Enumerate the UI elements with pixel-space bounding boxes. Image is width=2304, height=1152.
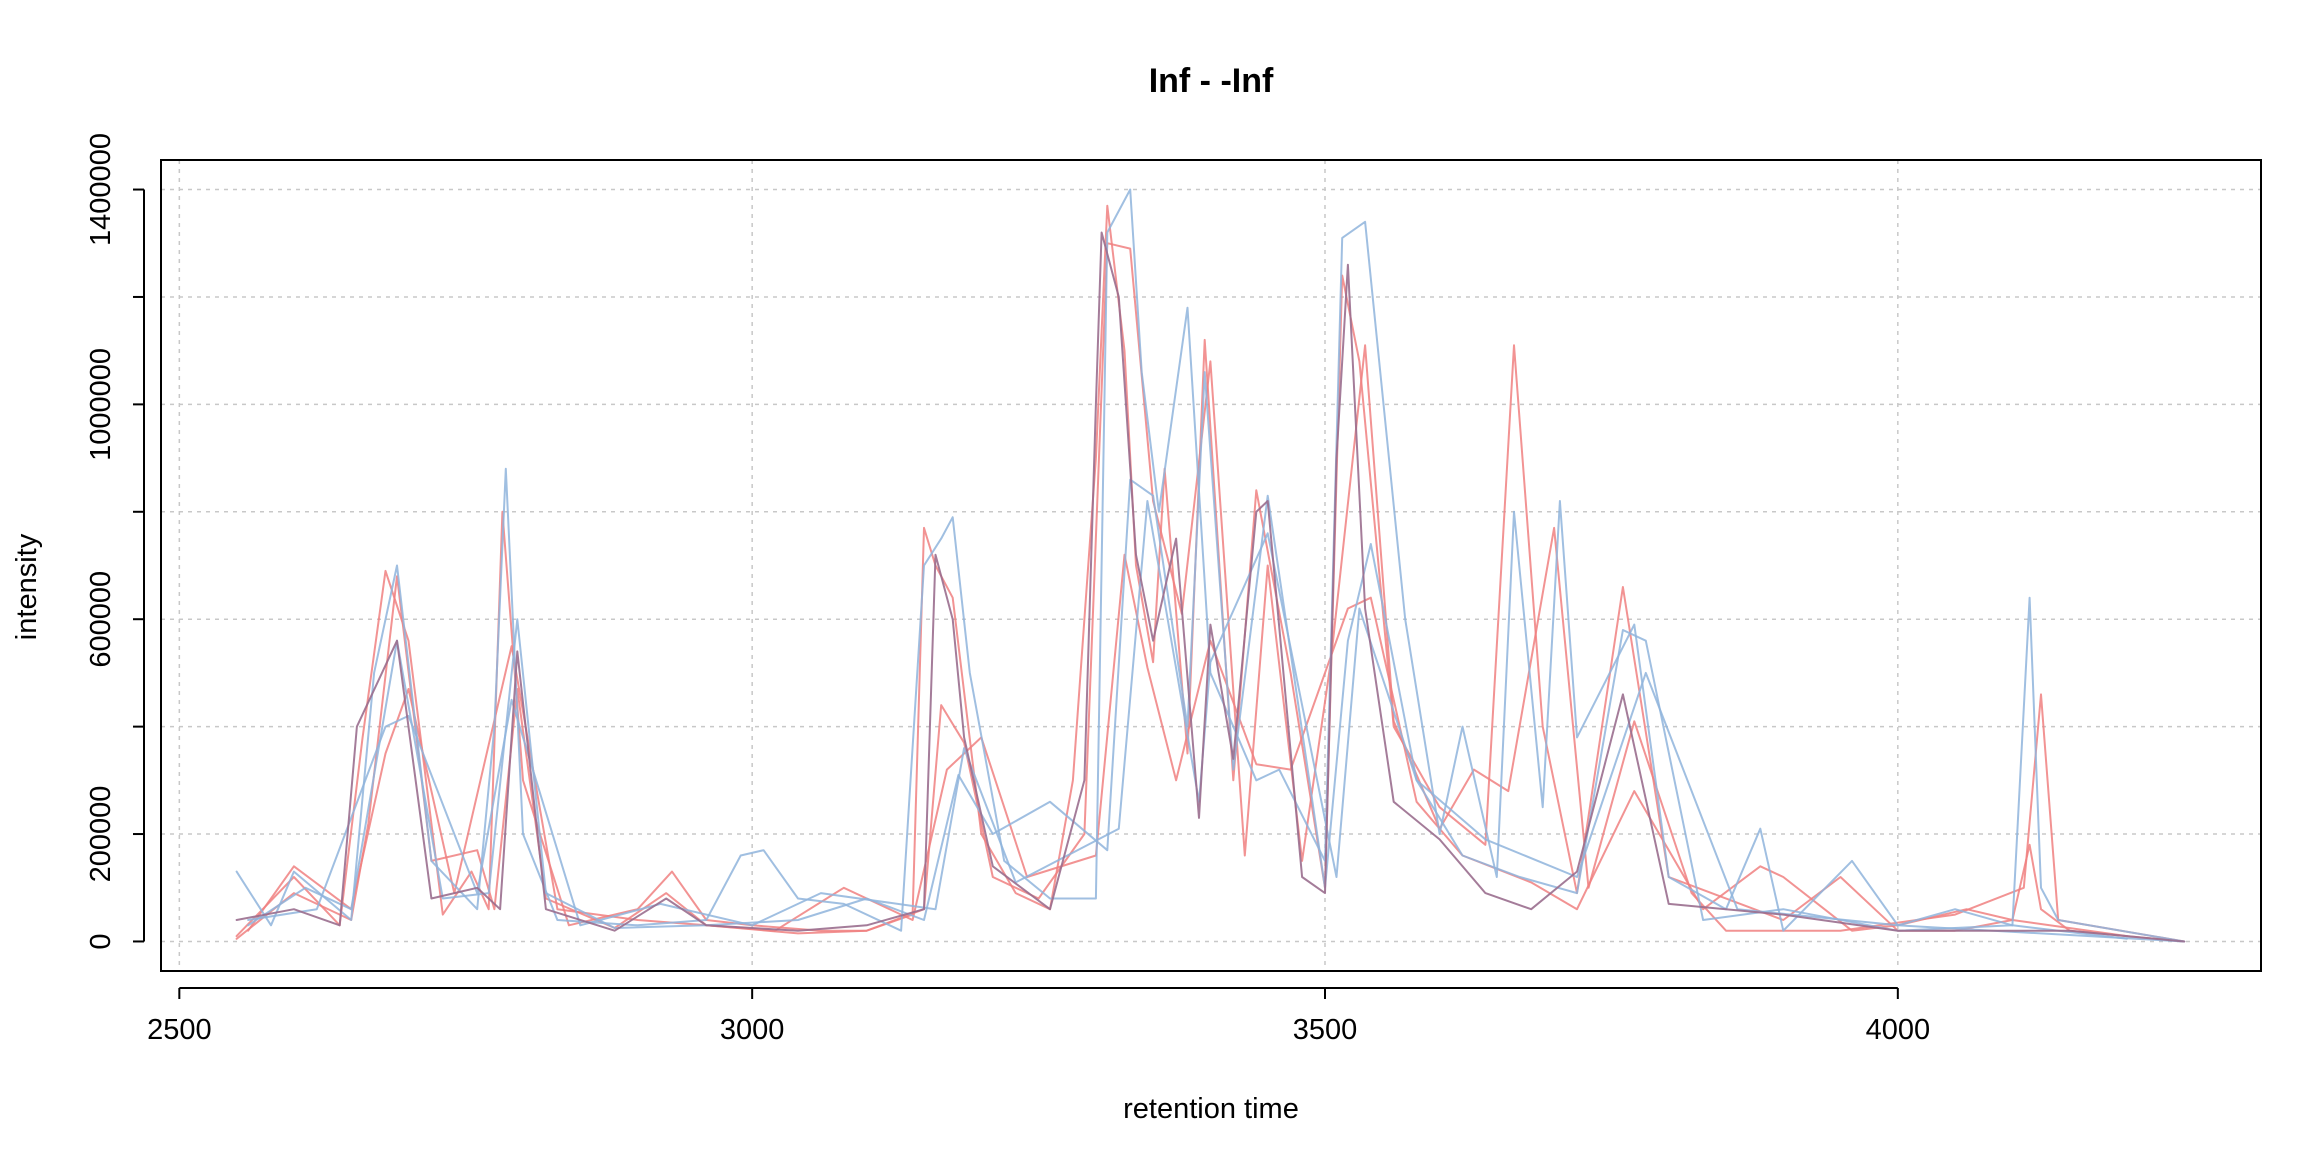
- y-tick-label: 600000: [85, 571, 117, 668]
- x-tick-label: 3500: [1293, 1014, 1358, 1046]
- y-tick-label: 1400000: [85, 133, 117, 246]
- grid: [161, 160, 2261, 971]
- y-tick-label: 200000: [85, 786, 117, 883]
- x-tick-label: 2500: [147, 1014, 212, 1046]
- x-axis-label: retention time: [1123, 1093, 1299, 1125]
- series-line-5: [247, 371, 2128, 940]
- y-tick-label: 0: [85, 933, 117, 949]
- x-tick-label: 4000: [1866, 1014, 1931, 1046]
- series-line-3: [247, 553, 2128, 938]
- series-line-7: [235, 231, 2186, 943]
- series-group: [235, 188, 2186, 943]
- plot-frame: [160, 159, 2262, 972]
- x-tick-label: 3000: [720, 1014, 785, 1046]
- series-line-1: [235, 204, 2186, 943]
- series-line-6: [247, 500, 2186, 943]
- series-line-2: [235, 242, 2186, 943]
- chart-title: Inf - -Inf: [1149, 62, 1274, 100]
- y-axis: 0 200000 600000 1000000 1400000: [85, 133, 145, 950]
- series-line-4: [235, 188, 2186, 943]
- x-axis: 2500 3000 3500 4000: [147, 987, 1931, 1046]
- y-axis-label: intensity: [11, 533, 43, 640]
- y-tick-label: 1000000: [85, 348, 117, 461]
